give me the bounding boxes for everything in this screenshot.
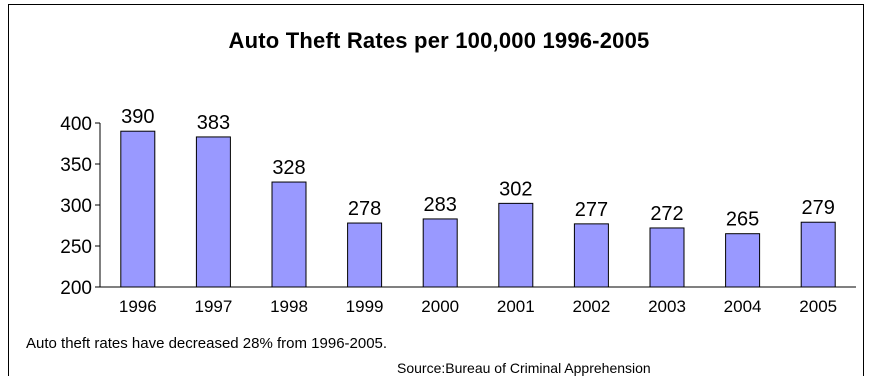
data-label-2004: 265	[726, 209, 759, 231]
x-tick-label-1997: 1997	[194, 297, 232, 316]
data-label-1997: 383	[197, 112, 230, 134]
x-axis-labels: 1996 1997 1998 1999 2000 2001 2002 2003 2004 2005	[119, 297, 837, 316]
bar-2005	[800, 221, 836, 288]
bar-1999	[347, 222, 383, 288]
bar-1997	[195, 136, 231, 288]
data-label-2000: 283	[424, 194, 457, 216]
chart-title: Auto Theft Rates per 100,000 1996-2005	[228, 28, 650, 53]
y-tick-label: 350	[60, 155, 92, 176]
x-tick-label-2004: 2004	[724, 297, 762, 316]
data-label-2005: 279	[802, 197, 835, 219]
x-tick-label-2000: 2000	[421, 297, 459, 316]
source-note: Source:Bureau of Criminal Apprehension	[397, 360, 651, 376]
y-axis: 200 250 300 350 400	[60, 114, 856, 299]
data-label-1996: 390	[121, 106, 154, 128]
data-label-2003: 272	[650, 203, 683, 225]
bar-2000	[422, 218, 458, 288]
bars-group: 390 383 328 278 283 302 277 272 265 279	[120, 106, 836, 288]
y-tick-label: 200	[60, 278, 92, 299]
data-label-2001: 302	[499, 178, 532, 200]
x-tick-label-2005: 2005	[799, 297, 837, 316]
data-label-2002: 277	[575, 199, 608, 221]
footnote: Auto theft rates have decreased 28% from…	[26, 335, 388, 352]
bar-2001	[498, 202, 534, 288]
bar-2004	[725, 233, 761, 288]
x-tick-label-2003: 2003	[648, 297, 686, 316]
y-tick-label: 250	[60, 237, 92, 258]
x-tick-label-2001: 2001	[497, 297, 535, 316]
data-label-1998: 328	[272, 157, 305, 179]
bar-1996	[120, 130, 156, 288]
bar-2002	[573, 223, 609, 288]
x-tick-label-1999: 1999	[346, 297, 384, 316]
y-tick-label: 300	[60, 196, 92, 217]
data-label-1999: 278	[348, 198, 381, 220]
x-tick-label-1998: 1998	[270, 297, 308, 316]
x-tick-label-1996: 1996	[119, 297, 157, 316]
x-tick-label-2002: 2002	[572, 297, 610, 316]
bar-2003	[649, 227, 685, 288]
y-tick-label: 400	[60, 114, 92, 135]
bar-1998	[271, 181, 307, 288]
